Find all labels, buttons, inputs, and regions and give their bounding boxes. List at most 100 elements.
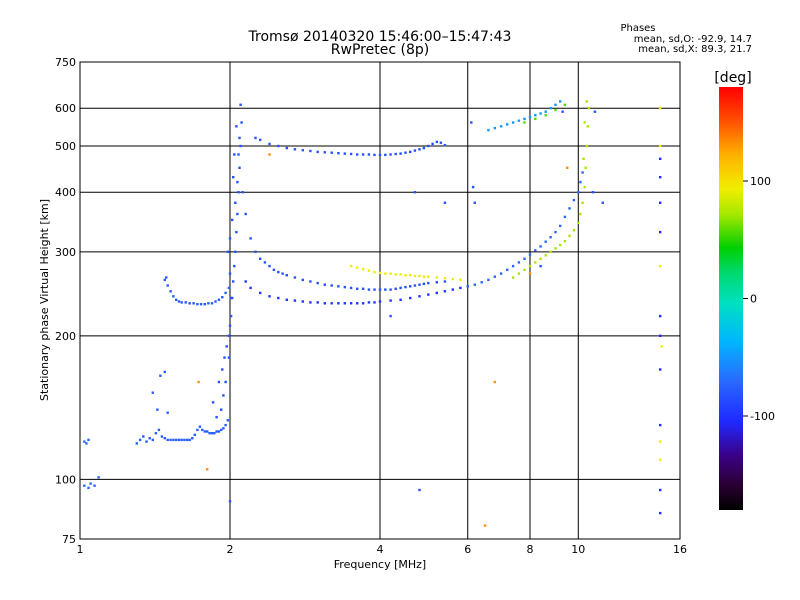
data-point (389, 299, 392, 302)
data-point (206, 430, 209, 433)
data-point (399, 273, 402, 276)
data-point (459, 286, 462, 290)
data-point (309, 301, 312, 304)
data-point (539, 257, 542, 260)
data-point (528, 115, 532, 119)
y-tick-label: 600 (55, 102, 76, 115)
data-point (583, 185, 586, 189)
data-point (135, 442, 138, 445)
data-point (249, 286, 252, 290)
data-point (404, 274, 407, 277)
data-point (579, 212, 582, 216)
data-point (544, 254, 547, 257)
data-point (399, 298, 402, 301)
stats-x-text: mean, sd,X: 89.3, 21.7 (638, 44, 752, 55)
data-point (585, 100, 588, 103)
data-point (163, 437, 166, 440)
data-point (316, 281, 319, 285)
data-point (394, 273, 397, 276)
data-point (148, 437, 151, 440)
data-point (138, 438, 142, 442)
data-point (163, 370, 166, 374)
data-point (163, 278, 166, 282)
data-point (145, 440, 148, 443)
data-point (285, 274, 288, 277)
data-point (263, 261, 267, 264)
data-point (356, 153, 359, 156)
data-point (85, 442, 88, 445)
data-point (591, 191, 595, 194)
data-point (229, 314, 233, 318)
data-point (582, 157, 585, 160)
data-point (184, 301, 187, 304)
data-point (511, 264, 515, 268)
data-point (523, 117, 526, 121)
data-point (93, 484, 96, 487)
data-point (177, 300, 181, 303)
data-point (254, 136, 257, 140)
data-point (394, 152, 397, 156)
data-point (87, 486, 90, 490)
data-point (659, 334, 662, 337)
data-point (568, 234, 571, 238)
data-point (443, 277, 447, 280)
data-point (409, 296, 412, 300)
data-point (367, 288, 371, 291)
data-point (435, 140, 438, 144)
data-point (199, 303, 203, 306)
data-point (487, 128, 490, 132)
data-point (544, 240, 547, 243)
data-point (196, 303, 199, 306)
data-point (192, 302, 195, 305)
data-point (227, 356, 231, 359)
data-point (259, 138, 262, 142)
data-point (235, 230, 238, 234)
data-point (659, 176, 662, 179)
data-point (238, 136, 241, 140)
data-point (201, 428, 204, 432)
data-point (659, 264, 662, 268)
data-point (89, 482, 92, 485)
y-tick-label: 300 (55, 246, 76, 259)
data-point (659, 488, 662, 492)
data-point (83, 484, 86, 487)
data-point (435, 276, 438, 279)
data-point (193, 433, 196, 436)
data-point (427, 293, 430, 296)
data-point (568, 207, 571, 210)
data-point (337, 302, 340, 305)
data-point (659, 314, 662, 318)
data-point (493, 126, 496, 130)
data-point (451, 277, 454, 281)
data-point (418, 148, 421, 151)
data-point (236, 180, 239, 184)
data-point (157, 428, 161, 432)
data-point (177, 438, 181, 442)
data-point (235, 125, 238, 128)
data-point (180, 301, 183, 304)
data-point (272, 268, 276, 271)
data-point (309, 280, 312, 283)
data-point (254, 250, 257, 253)
data-point (427, 275, 430, 278)
data-point (554, 230, 557, 234)
data-point (337, 285, 340, 288)
y-tick-label: 400 (55, 186, 76, 199)
data-point (285, 298, 288, 301)
data-point (659, 423, 662, 427)
data-point (361, 267, 365, 271)
data-point (175, 438, 178, 442)
x-axis-label: Frequency [MHz] (334, 558, 426, 571)
x-tick-label: 10 (571, 543, 585, 556)
data-point (601, 201, 604, 204)
data-point (499, 125, 503, 128)
data-point (534, 117, 537, 121)
data-point (404, 285, 407, 289)
data-point (234, 250, 237, 253)
data-point (443, 290, 447, 293)
data-point (554, 247, 557, 250)
data-point (343, 152, 346, 155)
data-point (215, 416, 218, 419)
data-point (544, 110, 547, 113)
data-point (577, 221, 580, 225)
